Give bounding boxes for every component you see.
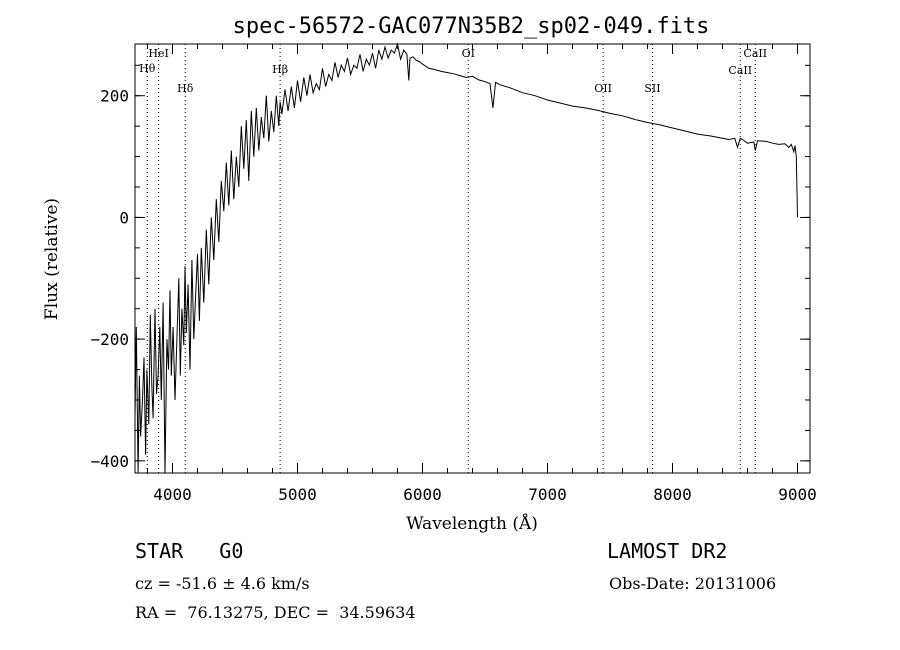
x-tick-label: 9000	[778, 485, 817, 504]
y-tick-label: −400	[90, 452, 129, 471]
x-tick-label: 7000	[528, 485, 567, 504]
redshift-readout: cz = -51.6 ± 4.6 km/s	[135, 574, 310, 593]
y-tick-label: −200	[90, 330, 129, 349]
spectrum-series-line	[134, 42, 798, 474]
x-tick-label: 6000	[403, 485, 442, 504]
coordinates: RA = 76.13275, DEC = 34.59634	[135, 603, 416, 622]
x-axis-label: Wavelength (Å)	[406, 513, 538, 534]
line-label: SII	[644, 82, 660, 95]
line-label: OII	[594, 82, 612, 95]
line-label: Hβ	[272, 63, 288, 76]
plot-frame	[134, 43, 811, 474]
chart-title: spec-56572-GAC077N35B2_sp02-049.fits	[233, 14, 710, 39]
survey-name: LAMOST DR2	[607, 539, 728, 563]
line-label: HeI	[148, 47, 168, 60]
object-class: STAR G0	[135, 539, 244, 563]
spectral-line-markers: Hθ HeI Hδ Hβ OI OII SII CaII CaII	[139, 44, 767, 473]
y-tick-label: 200	[100, 87, 129, 106]
axes: 4000 5000 6000 7000 8000 9000 −400 −200 0 200	[90, 44, 817, 504]
x-tick-label: 8000	[653, 485, 692, 504]
line-label: Hδ	[177, 82, 194, 95]
y-axis-label: Flux (relative)	[42, 198, 62, 320]
y-tick-label: 0	[119, 208, 129, 227]
line-label: CaII	[743, 47, 767, 60]
obs-date: Obs-Date: 20131006	[609, 574, 777, 593]
line-label: Hθ	[139, 62, 156, 75]
x-tick-label: 5000	[278, 485, 317, 504]
x-tick-label: 4000	[153, 485, 192, 504]
line-label: OI	[462, 47, 475, 60]
line-label: CaII	[728, 64, 752, 77]
